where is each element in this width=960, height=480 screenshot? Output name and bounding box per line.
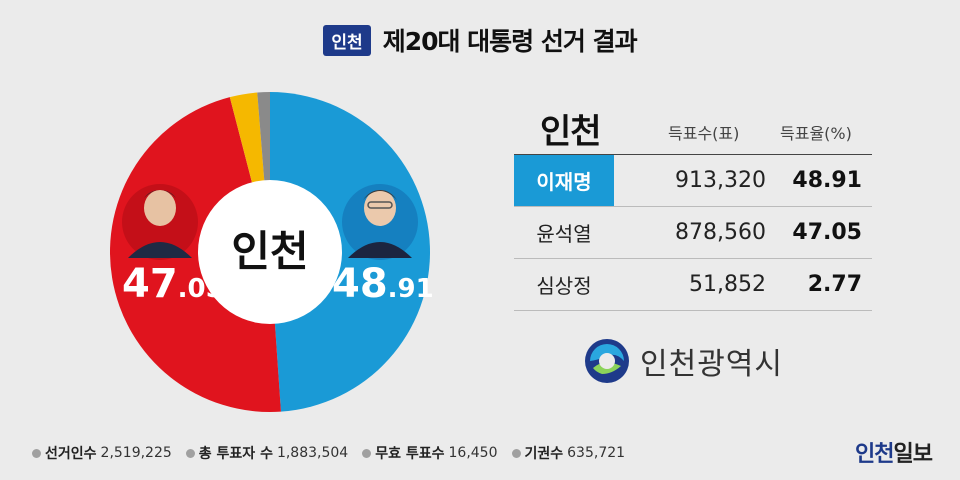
- col-head-votes: 득표수(표): [668, 124, 740, 143]
- stat-value: 2,519,225: [100, 445, 172, 461]
- vote-pct: 2.77: [807, 272, 862, 297]
- region-badge: 인천: [323, 24, 371, 56]
- city-logo: 인천광역시: [584, 338, 783, 384]
- stat-value: 16,450: [448, 445, 498, 461]
- bullet-icon: [511, 448, 521, 458]
- pie-slice-1: [110, 97, 281, 412]
- brand-part-2: 일보: [893, 442, 933, 467]
- stat-item: 선거인수 2,519,225: [32, 443, 172, 463]
- table-row: 심상정 51,852 2.77: [514, 259, 872, 311]
- stat-label: 무효 투표수: [375, 446, 445, 462]
- results-table: 이재명 913,320 48.91 윤석열 878,560 47.05 심상정 …: [514, 154, 872, 311]
- vote-count: 913,320: [675, 168, 766, 193]
- brand-part-1: 인천: [855, 442, 894, 467]
- candidate-name: 이재명: [514, 155, 614, 206]
- incheon-emblem-icon: [585, 339, 629, 383]
- donut-hole: [198, 180, 342, 324]
- stat-value: 1,883,504: [276, 445, 349, 461]
- logo-text: 인천광역시: [640, 347, 783, 382]
- stat-label: 기권수: [524, 446, 564, 462]
- center-label: 인천: [231, 227, 308, 276]
- vote-pct: 48.91: [792, 168, 862, 193]
- bullet-icon: [185, 448, 195, 458]
- stat-label: 총 투표자 수: [198, 446, 273, 462]
- vote-count: 878,560: [675, 220, 766, 245]
- vote-count: 51,852: [689, 272, 766, 297]
- candidate-name: 심상정: [536, 274, 592, 298]
- pie-slice-0: [270, 92, 430, 412]
- title-bar: 인천 제20대 대통령 선거 결과: [0, 22, 960, 58]
- table-row: 윤석열 878,560 47.05: [514, 207, 872, 259]
- bullet-icon: [362, 448, 372, 458]
- candidate-photo-yoon: [122, 184, 198, 260]
- vote-pct: 47.05: [792, 220, 862, 245]
- pct-label-lee: 48.91: [332, 261, 434, 307]
- donut-chart: 인천 47.05 48.91: [110, 92, 434, 412]
- page-title: 제20대 대통령 선거 결과: [382, 27, 638, 56]
- candidate-photo-lee: [342, 184, 418, 260]
- stat-item: 기권수 635,721: [511, 443, 626, 463]
- table-row: 이재명 913,320 48.91: [514, 155, 872, 207]
- results-title: 인천: [540, 112, 602, 152]
- footer-stats: 선거인수 2,519,225 총 투표자 수 1,883,504 무효 투표수 …: [32, 443, 625, 463]
- candidate-name: 윤석열: [536, 222, 592, 246]
- stat-label: 선거인수: [45, 446, 97, 462]
- stat-value: 635,721: [567, 445, 626, 461]
- stat-item: 총 투표자 수 1,883,504: [185, 443, 349, 463]
- pct-label-yoon: 47.05: [122, 261, 224, 307]
- newspaper-brand: 인천일보: [855, 436, 933, 468]
- col-head-pct: 득표율(%): [780, 124, 852, 143]
- bullet-icon: [32, 448, 41, 458]
- stat-item: 무효 투표수 16,450: [362, 443, 498, 463]
